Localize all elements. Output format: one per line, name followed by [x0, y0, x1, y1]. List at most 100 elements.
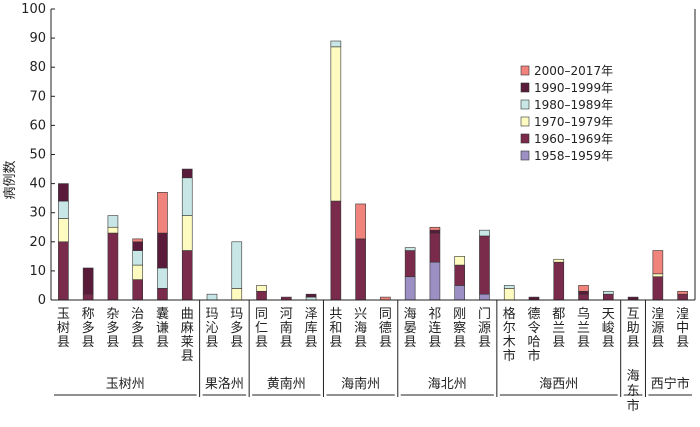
- category-label: 杂多县: [106, 307, 119, 350]
- bar-segment: [603, 290, 614, 295]
- bar-segment: [404, 247, 416, 251]
- y-tick-label: 100: [21, 2, 46, 17]
- legend-swatch: [520, 65, 530, 76]
- category-labels: 玉树县称多县杂多县治多县囊谦县曲麻莱县玛沁县玛多县同仁县河南县泽库县共和县兴海县…: [57, 306, 689, 364]
- bar-segment: [503, 285, 515, 289]
- category-label: 治多县: [131, 307, 144, 350]
- y-ticks: 0 10 20 30 40 50 60 70 80 90 100: [21, 2, 55, 308]
- bar-segment: [355, 203, 366, 240]
- category-label: 祁连县: [428, 307, 441, 350]
- category-label: 湟源县: [651, 307, 664, 350]
- bar-segment: [256, 285, 267, 292]
- bar-segment: [503, 288, 515, 301]
- bar-segment: [107, 232, 119, 301]
- group-label: 玉树州: [106, 377, 145, 392]
- bar-segment: [181, 168, 193, 179]
- category-label: 天峻县: [602, 307, 615, 350]
- bar-segment: [677, 290, 688, 295]
- group-label: 海北州: [428, 377, 467, 392]
- category-label: 曲麻莱县: [181, 307, 194, 364]
- bar-segment: [206, 293, 218, 301]
- bar-segment: [578, 290, 589, 295]
- bar-segment: [58, 200, 69, 219]
- category-label: 河南县: [280, 307, 293, 350]
- legend-swatch: [520, 99, 530, 110]
- y-tick-label: 30: [29, 206, 46, 221]
- y-tick-label: 70: [29, 89, 46, 104]
- legend: 2000–2017年 1990–1999年 1980–1989年 1970–1979年…: [520, 64, 613, 163]
- y-tick-label: 80: [29, 60, 46, 75]
- category-label: 称多县: [82, 307, 95, 350]
- legend-label: 1960–1969年: [534, 132, 613, 146]
- category-label: 门源县: [478, 307, 491, 350]
- bar-segment: [330, 40, 342, 48]
- legend-label: 1958–1959年: [534, 149, 613, 163]
- y-tick-label: 10: [29, 264, 46, 279]
- group-label: 海西州: [539, 377, 578, 392]
- group-label: 西宁市: [651, 376, 690, 392]
- bar-segment: [107, 215, 119, 228]
- bar-segment: [132, 241, 143, 251]
- category-label: 玛沁县: [205, 307, 218, 350]
- bar-segment: [330, 200, 342, 301]
- bar-segment: [553, 258, 565, 263]
- legend-label: 1980–1989年: [534, 98, 613, 112]
- bar-segment: [355, 238, 366, 301]
- category-label: 玉树县: [57, 307, 70, 350]
- legend-swatch: [520, 133, 530, 144]
- category-label: 德令哈市: [527, 307, 540, 364]
- category-label: 格尔木市: [503, 306, 516, 364]
- bar-segment: [231, 241, 243, 289]
- legend-label: 1990–1999年: [534, 81, 613, 95]
- group-label: 果洛州: [205, 377, 244, 392]
- bar-segment: [429, 229, 441, 234]
- legend-label: 2000–2017年: [534, 64, 613, 78]
- axes: [50, 9, 696, 301]
- bar-segment: [404, 250, 416, 278]
- bar-segment: [181, 215, 193, 251]
- y-tick-label: 60: [29, 118, 46, 133]
- category-label: 同德县: [379, 307, 392, 350]
- bar-segment: [82, 293, 94, 301]
- bar-segment: [231, 288, 243, 301]
- y-axis-title: 病例数: [3, 160, 18, 199]
- bar-segment: [652, 276, 664, 301]
- category-label: 都兰县: [552, 307, 565, 350]
- bar-segment: [578, 285, 589, 292]
- category-label: 泽库县: [305, 307, 318, 350]
- bar-segment: [157, 288, 168, 301]
- bar-segment: [181, 250, 193, 301]
- bar-segment: [553, 261, 565, 301]
- group-label: 黄南州: [267, 376, 306, 392]
- category-label: 海晏县: [404, 307, 417, 350]
- y-tick-label: 50: [29, 148, 46, 163]
- bar-segment: [652, 273, 664, 278]
- bar-segment: [305, 293, 317, 298]
- bar-segment: [58, 218, 69, 243]
- bar-segment: [429, 226, 441, 231]
- bar-segment: [603, 293, 614, 301]
- bar-segment: [404, 276, 416, 301]
- bar-segment: [479, 229, 490, 237]
- bar-segment: [132, 250, 143, 266]
- group-label: 海南州: [341, 376, 380, 392]
- bar-segment: [578, 293, 589, 301]
- category-label: 囊谦县: [156, 306, 169, 350]
- bar-segment: [479, 293, 490, 301]
- legend-label: 1970–1979年: [534, 115, 613, 129]
- bars: [58, 40, 688, 301]
- bar-segment: [454, 256, 465, 266]
- bar-segment: [132, 238, 143, 243]
- category-label: 兴海县: [354, 307, 367, 350]
- category-label: 共和县: [329, 307, 342, 350]
- legend-swatch: [520, 116, 530, 127]
- bar-segment: [107, 226, 119, 234]
- bar-segment: [181, 177, 193, 216]
- bar-segment: [429, 261, 441, 301]
- legend-swatch: [520, 150, 530, 161]
- category-label: 同仁县: [255, 307, 268, 350]
- bar-segment: [330, 46, 342, 202]
